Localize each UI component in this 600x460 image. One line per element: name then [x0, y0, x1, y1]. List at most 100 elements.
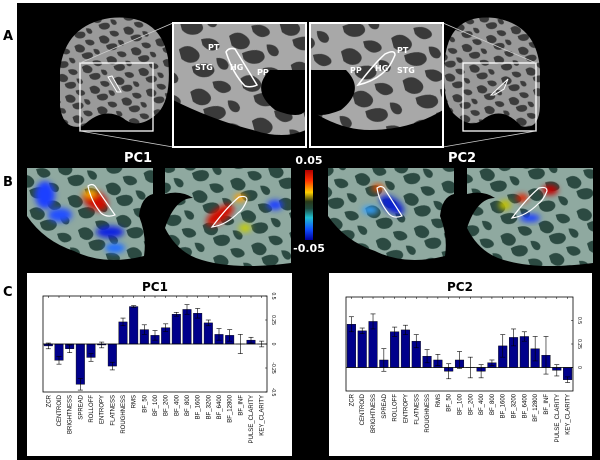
error-bar-brightness	[370, 313, 376, 330]
panel-label-b: B	[3, 175, 13, 190]
x-tick-label: ZCR	[349, 393, 355, 406]
pc2-bar-chart: ZCR CENTROID BRIGHTNESS SPREAD ROLLOFF ENTROP…	[345, 296, 582, 442]
error-bar-bf_12800	[532, 336, 538, 362]
x-tick-label: KEY_CLARITY	[566, 394, 572, 435]
x-tick-label: BF_INF	[238, 395, 244, 416]
x-tick-label: ROUGHNESS	[121, 395, 127, 434]
x-tick-label: BF_400	[174, 394, 180, 416]
error-bar-centroid	[56, 356, 62, 365]
error-bar-bf_6400	[216, 328, 222, 341]
panel-b: PC1 PC2 0.05	[27, 151, 593, 267]
error-bar-rms	[435, 354, 441, 366]
y-tick-label: 0.5	[270, 293, 276, 300]
x-tick-label: BF_50	[142, 394, 148, 412]
hg-outline-small-right	[489, 78, 509, 96]
error-bar-brightness	[67, 344, 73, 353]
right-zoom-box	[462, 62, 537, 132]
x-tick-label: BF_6400	[522, 393, 528, 418]
colorbar-min-label: -0.05	[293, 242, 325, 255]
pc1-chart-box	[27, 273, 292, 456]
x-tick-label: SPREAD	[382, 393, 388, 418]
error-bar-bf_400	[478, 364, 484, 379]
x-tick-label: BRIGHTNESS	[371, 394, 377, 433]
label-hg-right: HG	[375, 64, 388, 73]
error-bar-bf_1600	[195, 308, 201, 319]
error-bar-bf_100	[457, 351, 462, 369]
x-tick-label: BF_100	[458, 393, 464, 415]
error-bar-roughness	[120, 317, 126, 327]
x-tick-label: PULSE_CLARITY	[555, 394, 561, 442]
x-tick-label: BF_800	[185, 394, 191, 416]
error-bar-bf_1600	[500, 334, 506, 358]
x-tick-label: SPREAD	[78, 394, 84, 419]
x-tick-label: BF_3200	[512, 393, 518, 418]
left-zoomed-auditory-cortex: PT STG HG PP	[172, 22, 307, 148]
label-pp-right: PP	[350, 66, 362, 75]
right-hemisphere-brain	[444, 17, 540, 127]
error-bar-zcr	[348, 316, 354, 333]
error-bar-flatness	[109, 361, 115, 371]
x-tick-label: RMS	[132, 395, 138, 408]
error-bar-bf_400	[173, 312, 179, 317]
error-bar-key_clarity	[565, 376, 571, 383]
hg-outline-left	[225, 47, 259, 88]
bar-centroid	[357, 330, 367, 368]
bar-rolloff	[390, 331, 400, 368]
x-tick-label: CENTROID	[57, 394, 63, 426]
x-tick-label: BF_1600	[196, 394, 202, 419]
left-zoom-frame	[172, 22, 307, 148]
y-tick-label: 0	[270, 343, 276, 346]
x-tick-label: BF_12800	[228, 394, 234, 422]
x-tick-label: BF_800	[490, 393, 496, 415]
bar-bf_800	[182, 309, 192, 345]
label-pt-right: PT	[397, 46, 409, 55]
error-bar-entropy	[99, 341, 105, 349]
colorbar: 0.05 -0.05	[293, 154, 325, 255]
x-tick-label: BF_400	[479, 393, 485, 415]
x-tick-label: ROLLOFF	[89, 395, 95, 423]
right-zoomed-auditory-cortex: PP HG STG PT	[309, 22, 444, 148]
x-tick-label: RMS	[436, 394, 442, 407]
label-hg-left: HG	[230, 63, 243, 72]
error-bar-centroid	[359, 327, 365, 334]
error-bar-flatness	[413, 334, 419, 349]
left-hemisphere-brain	[60, 17, 169, 127]
error-bar-bf_800	[489, 359, 495, 366]
pc1-chart-title: PC1	[142, 280, 168, 294]
x-tick-label: BF_100	[153, 394, 159, 416]
x-tick-label: BF_200	[164, 394, 170, 416]
label-stg-right: STG	[397, 66, 415, 75]
zoom-connector-lines	[79, 22, 537, 148]
x-tick-label: FLATNESS	[414, 394, 420, 425]
panel-label-c: C	[3, 285, 13, 300]
error-bar-pulse_clarity	[554, 364, 560, 377]
x-tick-label: CENTROID	[360, 393, 366, 425]
pc2-chart-title: PC2	[447, 280, 473, 294]
error-bar-bf_3200	[205, 319, 211, 327]
error-bar-bf_100	[152, 330, 158, 341]
x-tick-label: ZCR	[46, 394, 52, 407]
x-tick-label: BF_3200	[206, 394, 212, 419]
x-tick-label: PULSE_CLARITY	[249, 395, 255, 443]
x-tick-label: BF_50	[447, 393, 453, 411]
y-tick-label: 0	[576, 366, 582, 369]
x-tick-label: BF_INF	[544, 394, 550, 415]
colorbar-gradient	[305, 170, 313, 240]
y-tick-label: 0.5	[576, 317, 582, 324]
error-bar-roughness	[424, 349, 430, 364]
x-tick-label: BF_1600	[501, 393, 507, 418]
panel-c: PC1 PC2 ZCR CENTROID BRIGHTNESS SPREAD ROLLO…	[27, 273, 592, 456]
right-zoom-frame	[309, 22, 444, 148]
x-tick-label: BF_200	[468, 393, 474, 415]
x-tick-label: BF_6400	[217, 394, 223, 419]
label-stg-left: STG	[195, 63, 213, 72]
y-tick-label: 0.25	[270, 315, 276, 325]
error-bar-bf_50	[141, 324, 147, 335]
panel-label-a: A	[3, 29, 13, 44]
label-pp-left: PP	[257, 68, 269, 77]
error-bar-rolloff	[392, 326, 398, 337]
error-bar-bf_800	[184, 304, 190, 315]
x-tick-label: ENTROPY	[403, 394, 409, 423]
